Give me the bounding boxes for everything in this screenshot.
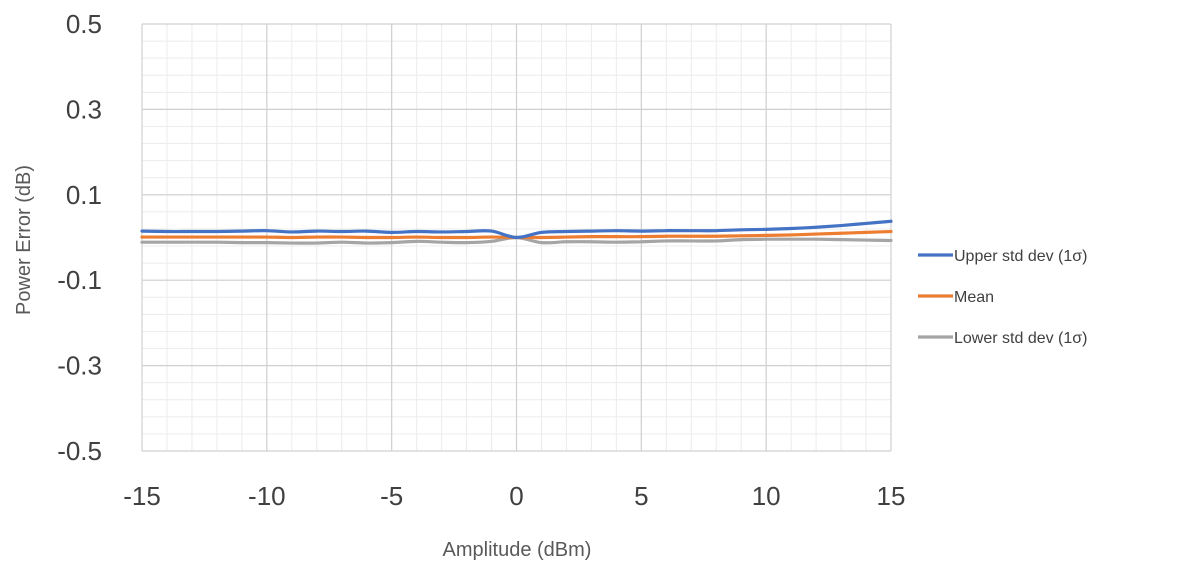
y-tick-label: -0.3 bbox=[57, 351, 102, 381]
y-tick-label: 0.3 bbox=[66, 94, 102, 124]
series-line-upper-std-dev-1 bbox=[140, 219, 893, 240]
x-tick-label: 5 bbox=[634, 481, 648, 511]
legend-label: Lower std dev (1σ) bbox=[954, 330, 1087, 347]
legend: Upper std dev (1σ) Mean Lower std dev (1σ) bbox=[918, 248, 1087, 347]
x-tick-label: -10 bbox=[248, 481, 286, 511]
y-tick-label: -0.1 bbox=[57, 265, 102, 295]
legend-label: Upper std dev (1σ) bbox=[954, 248, 1087, 265]
x-tick-label: 0 bbox=[509, 481, 523, 511]
plot-area bbox=[140, 23, 893, 452]
legend-label: Mean bbox=[954, 289, 994, 306]
y-tick-label: -0.5 bbox=[57, 436, 102, 466]
y-axis-title: Power Error (dB) bbox=[13, 165, 35, 315]
x-tick-label: 15 bbox=[877, 481, 906, 511]
y-axis-tick-labels: -0.5 -0.3 -0.1 0.1 0.3 0.5 bbox=[57, 9, 102, 466]
x-tick-label: -5 bbox=[380, 481, 403, 511]
x-tick-label: 10 bbox=[752, 481, 781, 511]
x-axis-tick-labels: -15 -10 -5 0 5 10 15 bbox=[123, 481, 905, 511]
x-axis-title: Amplitude (dBm) bbox=[443, 539, 592, 561]
y-tick-label: 0.1 bbox=[66, 180, 102, 210]
y-tick-label: 0.5 bbox=[66, 9, 102, 39]
x-tick-label: -15 bbox=[123, 481, 161, 511]
series-lines bbox=[140, 219, 893, 245]
